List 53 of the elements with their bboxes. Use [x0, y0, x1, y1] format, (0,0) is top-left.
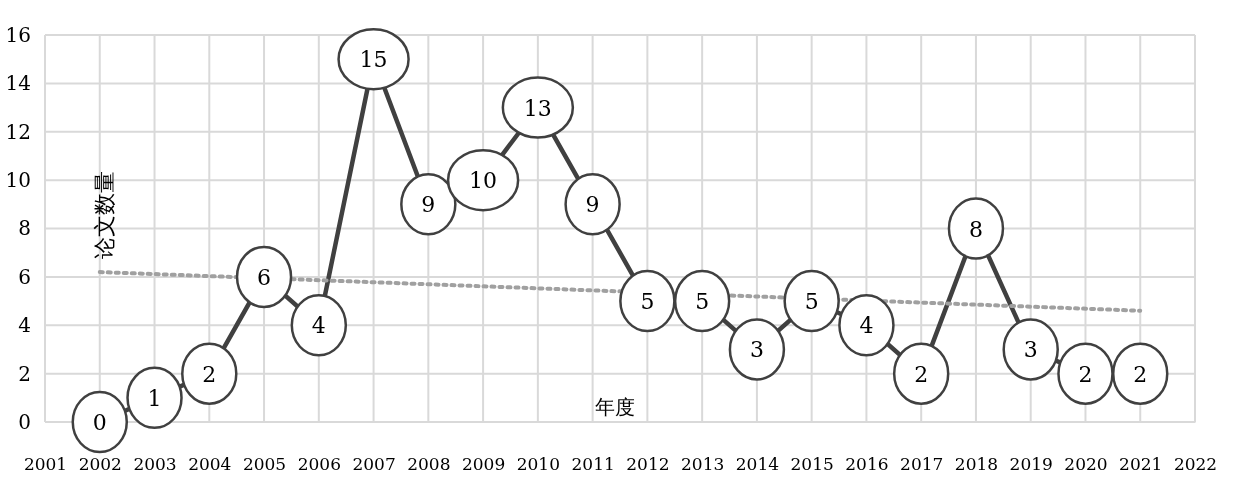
x-tick-label: 2009 — [461, 454, 506, 475]
x-tick-label: 2008 — [407, 454, 451, 475]
data-label: 1 — [147, 385, 162, 411]
y-tick-label: 4 — [18, 313, 31, 338]
data-label: 9 — [421, 192, 436, 218]
x-tick-label: 2004 — [188, 454, 232, 475]
data-label: 3 — [1023, 337, 1038, 363]
x-tick-label: 2019 — [1009, 454, 1053, 475]
y-tick-label: 12 — [5, 119, 31, 144]
y-tick-label: 16 — [5, 22, 31, 47]
data-label: 5 — [804, 289, 819, 315]
x-tick-label: 2002 — [78, 454, 122, 475]
x-tick-label: 2010 — [516, 454, 560, 475]
x-tick-label: 2005 — [242, 454, 287, 475]
y-tick-label: 2 — [18, 361, 31, 386]
data-label: 13 — [523, 95, 552, 121]
x-tick-label: 2022 — [1173, 454, 1218, 475]
data-label: 5 — [640, 289, 655, 315]
data-label: 10 — [469, 168, 498, 194]
x-tick-label: 2001 — [23, 454, 68, 475]
x-tick-label: 2006 — [297, 454, 341, 475]
x-tick-label: 2017 — [900, 454, 944, 475]
x-tick-label: 2015 — [790, 454, 834, 475]
y-tick-label: 0 — [18, 409, 31, 434]
data-label: 2 — [914, 361, 929, 387]
x-tick-label: 2016 — [845, 454, 889, 475]
data-label: 2 — [1133, 361, 1148, 387]
data-label: 4 — [859, 313, 874, 339]
x-tick-label: 2014 — [735, 454, 780, 475]
y-tick-label: 10 — [5, 168, 31, 193]
y-tick-label: 14 — [5, 71, 31, 96]
data-label: 15 — [359, 47, 388, 73]
x-tick-label: 2020 — [1064, 454, 1108, 475]
x-tick-label: 2013 — [681, 454, 725, 475]
data-label: 3 — [749, 337, 764, 363]
y-tick-label: 8 — [18, 216, 31, 241]
x-tick-label: 2012 — [626, 454, 670, 475]
data-label: 0 — [92, 410, 107, 435]
data-label: 6 — [257, 264, 272, 290]
y-axis-title: 论文数量 — [92, 171, 117, 259]
data-label: 2 — [1078, 361, 1093, 387]
data-label: 8 — [968, 216, 983, 242]
data-label: 2 — [202, 361, 217, 387]
x-axis-title: 年度 — [595, 395, 635, 419]
data-label: 4 — [311, 313, 326, 339]
x-tick-label: 2003 — [133, 454, 177, 475]
data-label: 9 — [585, 192, 600, 218]
x-tick-label: 2018 — [954, 454, 999, 475]
x-tick-label: 2011 — [571, 454, 615, 475]
x-tick-label: 2007 — [352, 454, 396, 475]
data-label: 5 — [695, 289, 710, 315]
x-tick-label: 2021 — [1119, 454, 1163, 475]
y-tick-label: 6 — [18, 264, 31, 289]
